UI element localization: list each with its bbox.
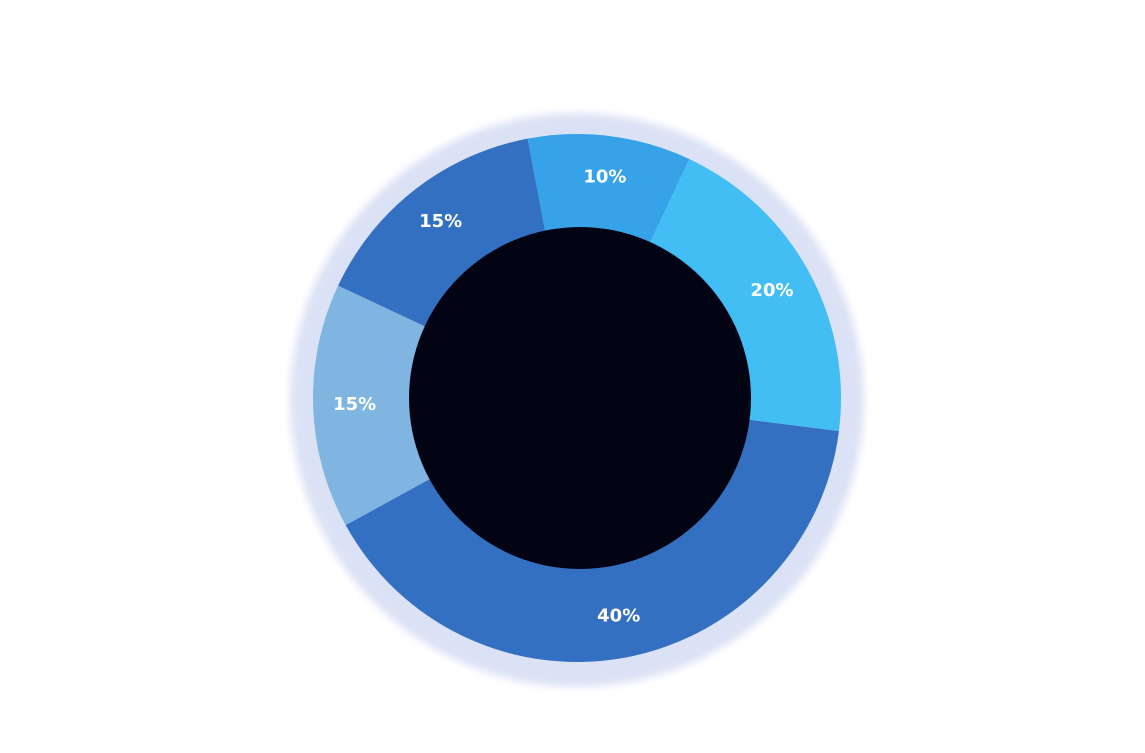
- value-label: 15%: [419, 211, 462, 232]
- value-label: 40%: [597, 606, 640, 627]
- donut-hole: [409, 227, 751, 569]
- labels: 10% 20% 40% 15% 15%: [333, 166, 793, 626]
- value-label: 15%: [333, 394, 376, 415]
- value-label: 10%: [583, 166, 626, 187]
- value-label: 20%: [750, 280, 793, 301]
